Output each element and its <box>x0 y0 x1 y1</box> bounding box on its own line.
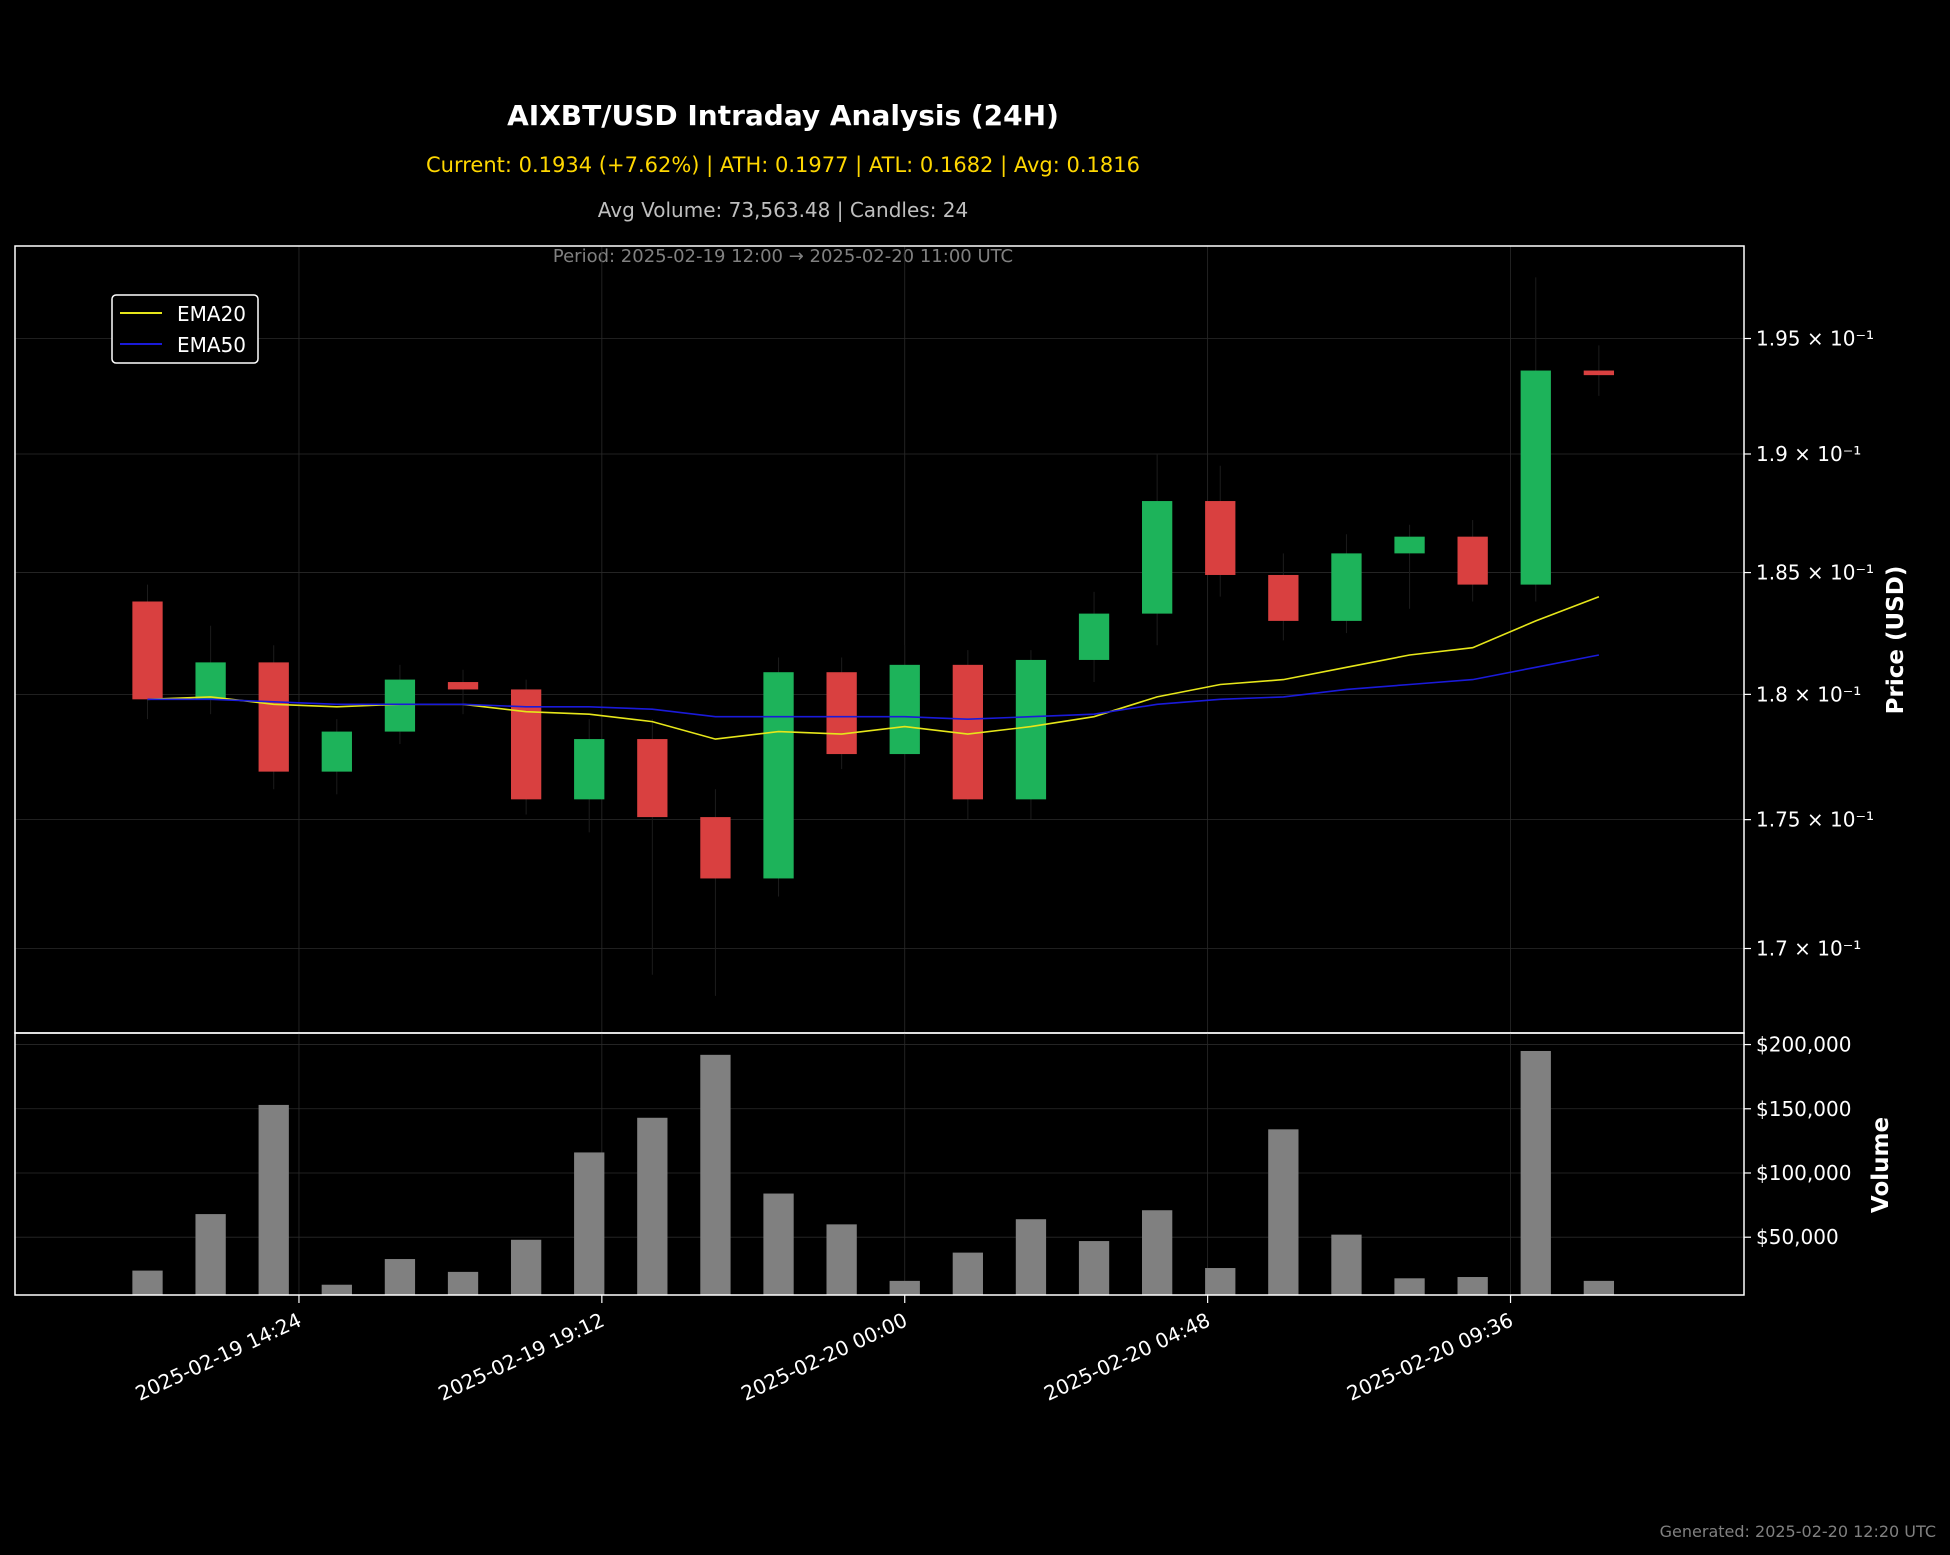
candle-up <box>889 664 920 755</box>
candle-up <box>1078 613 1110 660</box>
volume-bar <box>132 1270 163 1295</box>
volume-bar <box>889 1280 920 1295</box>
price-tick-label: 1.8 × 10⁻¹ <box>1756 682 1861 706</box>
volume-tick-label: $150,000 <box>1756 1097 1851 1121</box>
volume-bar <box>1520 1050 1551 1295</box>
candle-up <box>1142 501 1173 614</box>
volume-tick-label: $100,000 <box>1756 1161 1851 1185</box>
volume-axis-label: Volume <box>1868 1117 1894 1213</box>
candle-up <box>384 679 416 732</box>
volume-bars <box>132 1050 1615 1295</box>
candle-up <box>195 662 226 700</box>
volume-bar <box>447 1271 479 1295</box>
candle-up <box>321 731 352 772</box>
candle-down <box>258 662 289 772</box>
candle-down <box>447 682 479 690</box>
ema50-line <box>147 654 1600 721</box>
candle-up <box>1394 536 1425 554</box>
candle-down <box>826 672 857 755</box>
candle-down <box>637 739 668 818</box>
generated-timestamp: Generated: 2025-02-20 12:20 UTC <box>1660 1522 1936 1541</box>
price-tick-label: 1.9 × 10⁻¹ <box>1756 442 1861 466</box>
volume-panel-frame <box>14 1032 1745 1296</box>
candle-down <box>1583 370 1615 376</box>
volume-bar <box>1142 1210 1173 1295</box>
volume-bar <box>258 1104 289 1295</box>
volume-tick-label: $50,000 <box>1756 1225 1839 1249</box>
volume-bar <box>952 1252 983 1295</box>
price-tick-label: 1.7 × 10⁻¹ <box>1756 937 1861 961</box>
volume-bar <box>321 1284 352 1295</box>
volume-tick-label: $200,000 <box>1756 1033 1851 1057</box>
volume-panel: $50,000 $100,000 $150,000 $200,000 Volume <box>14 1032 1894 1296</box>
legend: EMA20 EMA50 <box>111 294 259 364</box>
volume-bar <box>1331 1234 1362 1295</box>
legend-ema50-label: EMA50 <box>177 333 246 357</box>
candle-down <box>1457 536 1488 585</box>
volume-bar <box>1205 1268 1236 1295</box>
price-axis-ticks: 1.7 × 10⁻¹ 1.75 × 10⁻¹ 1.8 × 10⁻¹ 1.85 × 10… <box>1744 327 1874 961</box>
candle-down <box>132 601 163 700</box>
stats-subtitle: Current: 0.1934 (+7.62%) | ATH: 0.1977 |… <box>426 153 1140 178</box>
volume-bar <box>574 1152 605 1295</box>
volume-bar <box>510 1239 542 1295</box>
volume-subtitle: Avg Volume: 73,563.48 | Candles: 24 <box>598 198 969 222</box>
candle-down <box>1268 574 1299 621</box>
volume-axis-ticks: $50,000 $100,000 $150,000 $200,000 <box>1744 1033 1851 1249</box>
chart-title: AIXBT/USD Intraday Analysis (24H) <box>507 99 1059 132</box>
volume-bar <box>195 1214 226 1295</box>
volume-bar <box>700 1054 731 1295</box>
volume-bar <box>1078 1241 1110 1295</box>
candle-down <box>510 689 542 800</box>
candle-up <box>574 739 605 800</box>
volume-grid <box>15 1033 1744 1295</box>
volume-bar <box>1268 1129 1299 1295</box>
volume-bar <box>1394 1278 1425 1295</box>
candle-down <box>700 817 731 879</box>
candle-up <box>1520 370 1551 585</box>
candle-down <box>1205 501 1236 575</box>
volume-bar <box>763 1193 794 1295</box>
candle-up <box>1015 659 1047 800</box>
price-tick-label: 1.85 × 10⁻¹ <box>1756 561 1874 585</box>
price-panel: 1.7 × 10⁻¹ 1.75 × 10⁻¹ 1.8 × 10⁻¹ 1.85 × 10… <box>14 245 1909 1034</box>
volume-bar <box>1015 1219 1047 1295</box>
price-grid <box>15 246 1744 1033</box>
candle-up <box>763 672 794 879</box>
volume-bar <box>826 1224 857 1295</box>
period-subtitle: Period: 2025-02-19 12:00 → 2025-02-20 11… <box>553 246 1013 267</box>
price-tick-label: 1.75 × 10⁻¹ <box>1756 808 1874 832</box>
volume-bar <box>1583 1280 1615 1295</box>
price-axis-label: Price (USD) <box>1883 566 1909 715</box>
legend-ema20-label: EMA20 <box>177 302 246 326</box>
volume-bar <box>637 1117 668 1295</box>
ema-lines <box>147 595 1600 740</box>
volume-bar <box>384 1259 416 1295</box>
candle-up <box>1331 553 1362 621</box>
price-tick-label: 1.95 × 10⁻¹ <box>1756 327 1874 351</box>
volume-bar <box>1457 1277 1488 1295</box>
